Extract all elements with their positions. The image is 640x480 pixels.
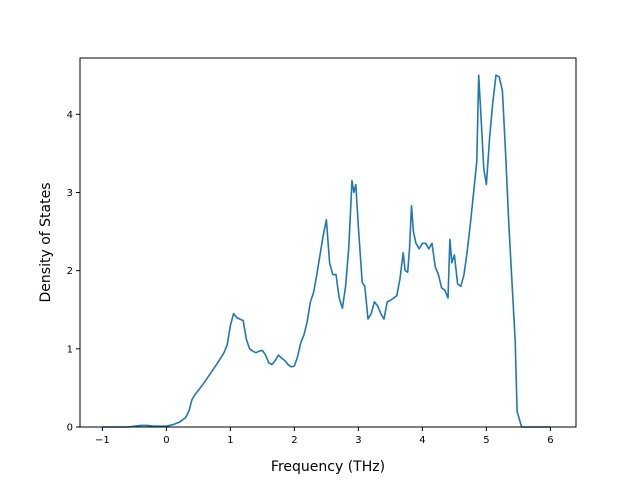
x-axis-ticks: −1 0 1 2 3 4 5 6 bbox=[95, 427, 554, 446]
x-tick-label: 6 bbox=[547, 435, 553, 446]
x-tick-label: 2 bbox=[291, 435, 297, 446]
y-tick-label: 3 bbox=[67, 188, 73, 199]
x-tick-label: 0 bbox=[163, 435, 169, 446]
dos-series-line bbox=[102, 74, 551, 428]
y-tick-label: 0 bbox=[67, 423, 73, 434]
x-tick-label: −1 bbox=[95, 435, 110, 446]
x-tick-label: 5 bbox=[483, 435, 489, 446]
x-tick-label: 1 bbox=[227, 435, 233, 446]
y-tick-label: 4 bbox=[67, 110, 73, 121]
plot-frame bbox=[79, 57, 577, 428]
y-axis-ticks: 0 1 2 3 4 bbox=[67, 110, 80, 434]
y-axis-title: Density of States bbox=[38, 183, 54, 303]
x-axis-title: Frequency (THz) bbox=[271, 459, 385, 475]
x-tick-label: 4 bbox=[419, 435, 425, 446]
x-tick-label: 3 bbox=[355, 435, 361, 446]
y-tick-label: 2 bbox=[67, 266, 73, 277]
y-tick-label: 1 bbox=[67, 344, 73, 355]
